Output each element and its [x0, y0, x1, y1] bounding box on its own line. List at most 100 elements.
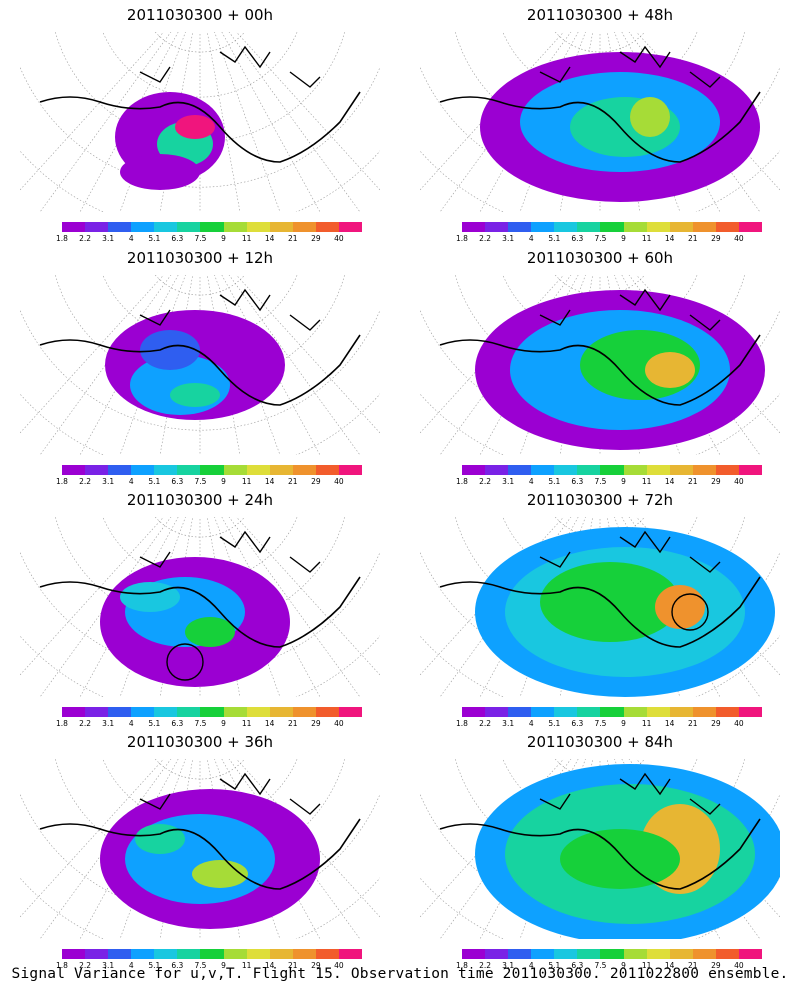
variance-region — [630, 97, 670, 137]
colorbar-segment — [669, 707, 693, 717]
colorbar-segment — [223, 465, 247, 475]
colorbar-segment — [315, 465, 339, 475]
colorbar-segment — [108, 222, 132, 232]
colorbar-segment — [62, 222, 86, 232]
panel-title: 2011030300 + 12h — [126, 249, 274, 267]
colorbar-tick-label: 21 — [687, 234, 698, 243]
colorbar — [462, 465, 763, 475]
colorbar-segment — [62, 949, 86, 959]
colorbar-tick-label: 11 — [241, 234, 252, 243]
colorbar-tick-label: 1.8 — [56, 719, 68, 728]
colorbar-segment — [715, 707, 739, 717]
colorbar-segment — [623, 949, 647, 959]
colorbar-segment — [738, 949, 763, 959]
colorbar-segment — [269, 465, 293, 475]
colorbar-tick-label: 40 — [734, 961, 744, 970]
colorbar-tick-label: 4 — [128, 961, 134, 970]
colorbar-tick-label: 40 — [334, 719, 344, 728]
colorbar-segment — [485, 707, 509, 717]
colorbar-segment — [131, 222, 155, 232]
colorbar-segment — [154, 465, 178, 475]
colorbar-segment — [508, 222, 532, 232]
colorbar-ticks: 1.8 2.2 3.1 4 5.1 6.3 7.5 9 11 14 21 29 40 — [54, 719, 370, 729]
variance-region — [645, 352, 695, 388]
colorbar-tick-label: 1.8 — [456, 234, 468, 243]
colorbar-tick-label: 4 — [528, 234, 534, 243]
coastline — [539, 45, 721, 88]
colorbar-segment — [554, 949, 578, 959]
coastline — [439, 334, 761, 406]
colorbar-segment — [269, 222, 293, 232]
colorbar-tick-label: 4 — [528, 719, 534, 728]
colorbar-segment — [177, 949, 201, 959]
colorbar-tick-label: 2.2 — [79, 477, 92, 486]
colorbar-tick-label: 3.1 — [502, 961, 515, 970]
colorbar-tick-label: 5.1 — [548, 719, 561, 728]
colorbar-segment — [508, 949, 532, 959]
colorbar-tick-label: 21 — [687, 477, 698, 486]
colorbar-tick-label: 1.8 — [56, 234, 68, 243]
colorbar-segment — [692, 222, 716, 232]
coastline — [39, 818, 361, 890]
colorbar-tick-label: 6.3 — [571, 477, 584, 486]
panel-title: 2011030300 + 24h — [126, 491, 274, 509]
polar-map — [20, 275, 380, 455]
colorbar-segment — [131, 949, 155, 959]
colorbar — [462, 707, 763, 717]
colorbar-segment — [269, 707, 293, 717]
colorbar-segment — [462, 707, 486, 717]
colorbar-segment — [315, 949, 339, 959]
colorbar-segment — [508, 465, 532, 475]
colorbar-segment — [338, 222, 363, 232]
map-panel: 2011030300 + 72h 1.8 2.2 3.1 4 5.1 6.3 7.5 9 11 14… — [400, 485, 800, 728]
colorbar-tick-label: 9 — [621, 961, 626, 970]
colorbar-segment — [554, 707, 578, 717]
colorbar-segment — [715, 465, 739, 475]
colorbar-tick-label: 6.3 — [171, 961, 184, 970]
colorbar-segment — [154, 949, 178, 959]
colorbar-tick-label: 9 — [221, 234, 226, 243]
panel-title: 2011030300 + 60h — [526, 249, 674, 267]
colorbar-tick-label: 11 — [241, 961, 252, 970]
colorbar-tick-label: 1.8 — [456, 719, 468, 728]
colorbar-segment — [223, 222, 247, 232]
coastline — [539, 530, 721, 573]
coastline — [39, 91, 361, 163]
colorbar-tick-label: 11 — [641, 234, 652, 243]
colorbar-tick-label: 40 — [334, 234, 344, 243]
colorbar-tick-label: 1.8 — [56, 477, 68, 486]
variance-region — [560, 829, 680, 889]
colorbar-tick-label: 14 — [264, 719, 275, 728]
colorbar-tick-label: 14 — [264, 234, 275, 243]
colorbar-tick-label: 3.1 — [102, 234, 115, 243]
target-circle — [166, 643, 204, 681]
colorbar-segment — [485, 222, 509, 232]
colorbar-segment — [669, 222, 693, 232]
colorbar-ticks: 1.8 2.2 3.1 4 5.1 6.3 7.5 9 11 14 21 29 40 — [54, 234, 370, 244]
colorbar-segment — [554, 465, 578, 475]
colorbar-segment — [692, 465, 716, 475]
longitude-gridline — [206, 275, 241, 455]
colorbar-tick-label: 9 — [621, 477, 626, 486]
colorbar-tick-label: 3.1 — [102, 477, 115, 486]
map-panel: 2011030300 + 24h 1.8 2.2 3.1 4 5.1 6.3 7.5 9 11 14… — [0, 485, 400, 728]
colorbar-tick-label: 4 — [528, 961, 534, 970]
longitude-gridline — [235, 32, 380, 191]
colorbar-tick-label: 21 — [687, 719, 698, 728]
colorbar-tick-label: 3.1 — [502, 477, 515, 486]
colorbar-tick-label: 14 — [664, 719, 675, 728]
colorbar-tick-label: 29 — [311, 477, 321, 486]
colorbar-tick-label: 5.1 — [148, 961, 161, 970]
colorbar-tick-label: 9 — [621, 234, 626, 243]
colorbar-tick-label: 40 — [734, 234, 744, 243]
colorbar-tick-label: 7.5 — [194, 234, 207, 243]
colorbar-tick-label: 5.1 — [548, 234, 561, 243]
colorbar-tick-label: 1.8 — [456, 961, 468, 970]
map-panel: 2011030300 + 36h 1.8 2.2 3.1 4 5.1 6.3 7.5 9 11 14… — [0, 727, 400, 970]
polar-map — [20, 517, 380, 697]
colorbar-segment — [600, 707, 624, 717]
colorbar-tick-label: 14 — [664, 961, 675, 970]
colorbar-ticks: 1.8 2.2 3.1 4 5.1 6.3 7.5 9 11 14 21 29 40 — [454, 477, 770, 487]
colorbar-tick-label: 1.8 — [456, 477, 468, 486]
colorbar-tick-label: 11 — [241, 477, 252, 486]
